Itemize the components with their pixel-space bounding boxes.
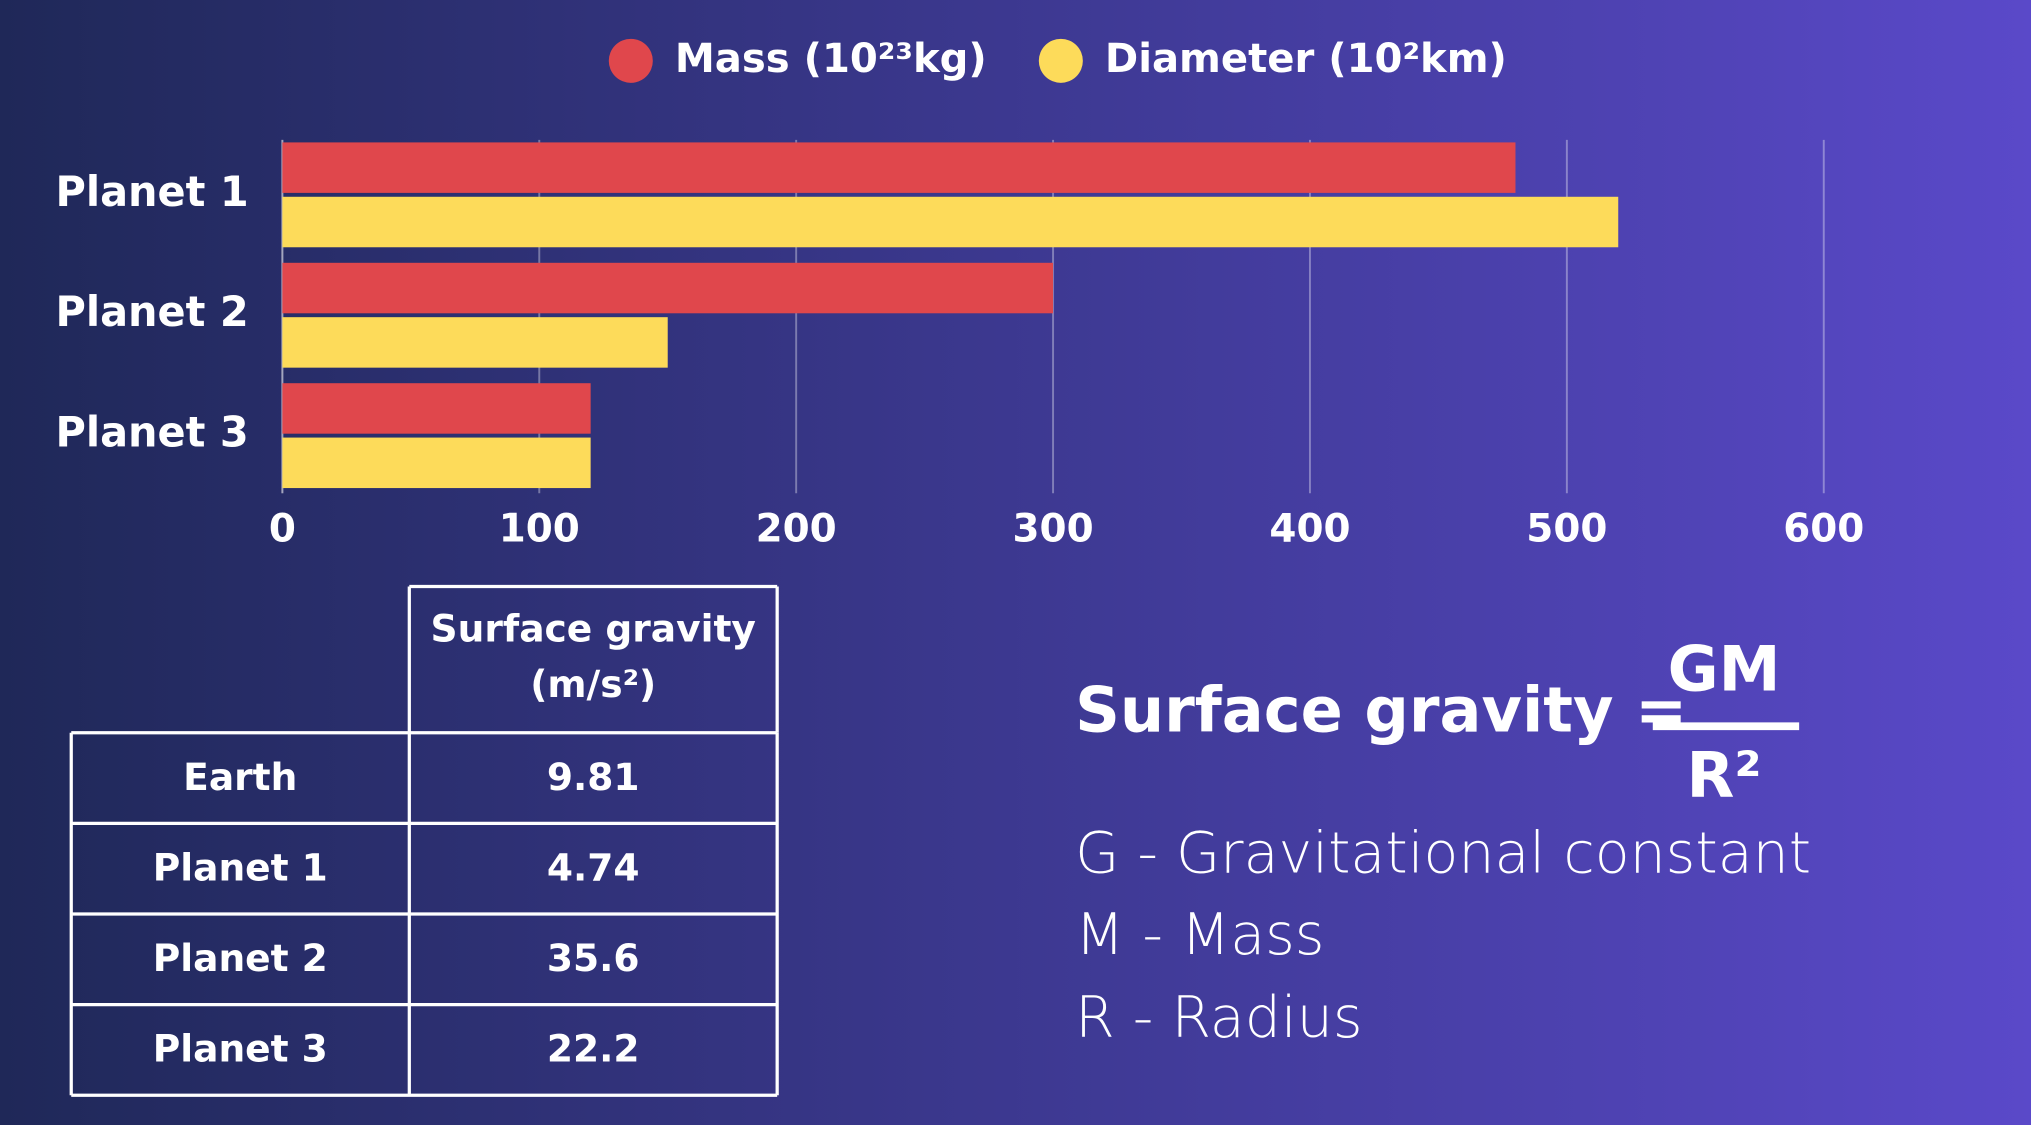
bar	[282, 317, 668, 368]
bar	[282, 262, 1054, 314]
table-cell: 9.81	[547, 755, 640, 799]
row-label: Planet 3	[153, 1027, 328, 1071]
table-cell: 4.74	[547, 845, 640, 889]
formula-legend: G - Gravitational constant	[1075, 821, 1811, 887]
row-label: Planet 1	[153, 845, 328, 889]
x-tick-label: 0	[269, 506, 296, 551]
x-tick-label: 100	[499, 506, 580, 551]
x-tick-label: 500	[1526, 506, 1607, 551]
table-cell: 35.6	[547, 936, 640, 980]
bar	[282, 142, 1516, 193]
formula-lhs: Surface gravity =	[1075, 674, 1687, 747]
x-tick-label: 400	[1269, 506, 1350, 551]
formula-denominator: R²	[1686, 738, 1761, 811]
formula-numerator: GM	[1668, 632, 1781, 705]
formula-legend: M - Mass	[1075, 902, 1324, 968]
bar	[282, 383, 591, 434]
table-cell: 22.2	[547, 1027, 640, 1071]
bar	[282, 196, 1619, 248]
row-label: Earth	[183, 755, 297, 799]
legend-label: Mass (10²³kg)	[675, 36, 987, 82]
x-tick-label: 200	[756, 506, 837, 551]
y-tick-label: Planet 2	[56, 288, 249, 336]
y-tick-label: Planet 1	[56, 168, 249, 216]
formula-legend: R - Radius	[1075, 985, 1362, 1051]
x-tick-label: 300	[1013, 506, 1094, 551]
x-tick-label: 600	[1783, 506, 1864, 551]
legend-marker	[1038, 38, 1083, 83]
legend-label: Diameter (10²km)	[1105, 36, 1507, 82]
row-label: Planet 2	[153, 936, 328, 980]
table-header: Surface gravity (m/s²)	[431, 606, 756, 706]
y-tick-label: Planet 3	[56, 409, 249, 457]
legend-marker	[608, 38, 653, 83]
bar	[282, 437, 591, 489]
